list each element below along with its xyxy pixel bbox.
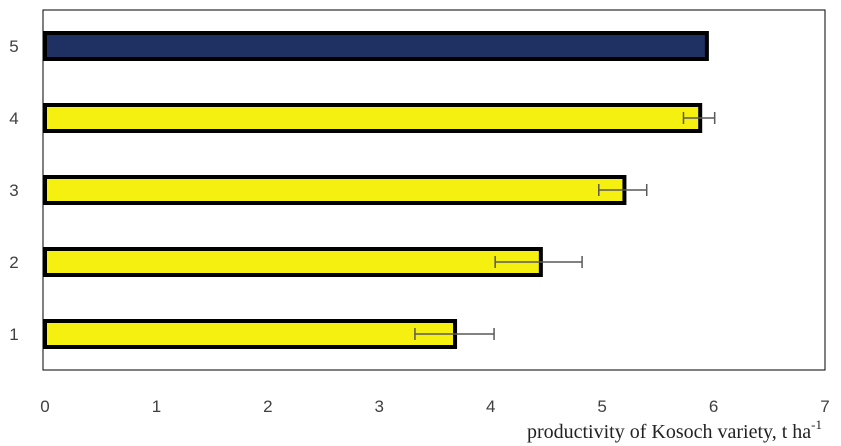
x-axis-title-superscript: -1 <box>811 417 822 432</box>
y-tick-label-4: 4 <box>9 109 18 128</box>
x-tick-label-7: 7 <box>820 397 829 416</box>
bar-2 <box>43 247 543 277</box>
x-tick-label-0: 0 <box>40 397 49 416</box>
x-tick-label-5: 5 <box>597 397 606 416</box>
y-tick-label-3: 3 <box>9 181 18 200</box>
x-tick-label-1: 1 <box>152 397 161 416</box>
x-tick-label-6: 6 <box>709 397 718 416</box>
y-tick-label-1: 1 <box>9 325 18 344</box>
bar-5 <box>43 31 709 61</box>
y-tick-label-2: 2 <box>9 253 18 272</box>
x-tick-labels: 0 1 2 3 4 5 6 7 <box>40 397 829 416</box>
x-tick-label-2: 2 <box>263 397 272 416</box>
bar-3 <box>43 175 627 205</box>
y-category-labels: 1 2 3 4 5 <box>9 37 18 344</box>
error-bars-group <box>414 112 716 340</box>
x-axis-title: productivity of Kosoch variety, t ha-1 <box>527 417 822 443</box>
bar-4 <box>43 103 703 133</box>
x-tick-label-4: 4 <box>486 397 495 416</box>
bar-1 <box>43 319 458 349</box>
x-tick-label-3: 3 <box>375 397 384 416</box>
x-axis-title-text: productivity of Kosoch variety, t ha <box>527 421 811 443</box>
y-tick-label-5: 5 <box>9 37 18 56</box>
